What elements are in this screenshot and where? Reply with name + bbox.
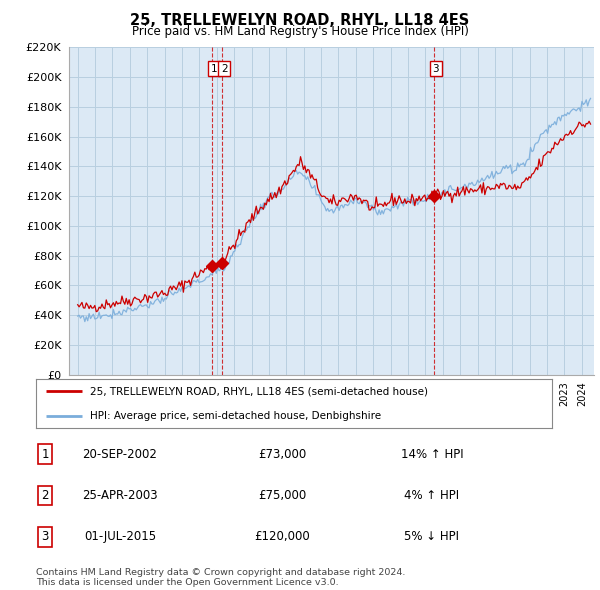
Text: 25, TRELLEWELYN ROAD, RHYL, LL18 4ES: 25, TRELLEWELYN ROAD, RHYL, LL18 4ES: [130, 13, 470, 28]
Text: Price paid vs. HM Land Registry's House Price Index (HPI): Price paid vs. HM Land Registry's House …: [131, 25, 469, 38]
Text: 01-JUL-2015: 01-JUL-2015: [84, 530, 156, 543]
Text: £73,000: £73,000: [258, 448, 306, 461]
Text: 4% ↑ HPI: 4% ↑ HPI: [404, 489, 460, 502]
Text: 14% ↑ HPI: 14% ↑ HPI: [401, 448, 463, 461]
Text: 2: 2: [41, 489, 49, 502]
Text: 20-SEP-2002: 20-SEP-2002: [83, 448, 157, 461]
Text: 3: 3: [433, 64, 439, 74]
Text: 1: 1: [211, 64, 217, 74]
Text: £75,000: £75,000: [258, 489, 306, 502]
Text: 5% ↓ HPI: 5% ↓ HPI: [404, 530, 460, 543]
Text: 1: 1: [41, 448, 49, 461]
Text: Contains HM Land Registry data © Crown copyright and database right 2024.
This d: Contains HM Land Registry data © Crown c…: [36, 568, 406, 587]
Text: 2: 2: [221, 64, 227, 74]
Text: 25-APR-2003: 25-APR-2003: [82, 489, 158, 502]
Text: 25, TRELLEWELYN ROAD, RHYL, LL18 4ES (semi-detached house): 25, TRELLEWELYN ROAD, RHYL, LL18 4ES (se…: [90, 386, 428, 396]
Text: 3: 3: [41, 530, 49, 543]
Text: £120,000: £120,000: [254, 530, 310, 543]
Text: HPI: Average price, semi-detached house, Denbighshire: HPI: Average price, semi-detached house,…: [90, 411, 382, 421]
